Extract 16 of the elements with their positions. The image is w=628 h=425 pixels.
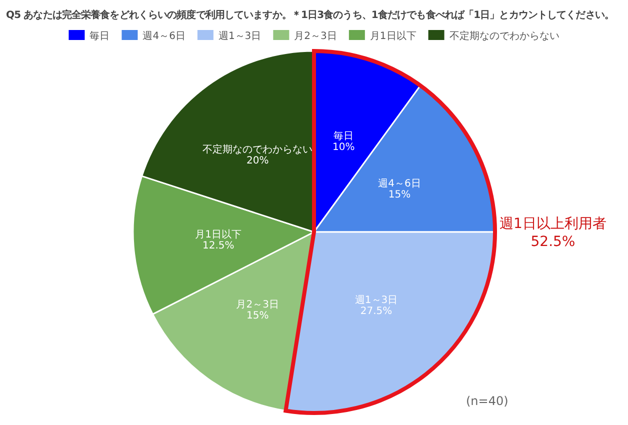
legend-label: 週4～6日 [142,31,186,42]
title: Q5 あなたは完全栄養食をどれくらいの頻度で利用していますか。＊1日3食のうち、1食だけでも食べれば「1日」とカウントしてください。 [6,10,614,21]
slice-label: 週4～6日 15% [378,178,421,200]
legend-label: 月1日以下 [370,31,416,42]
annotation: 52.5% [530,234,576,250]
slice-label: 月2～3日 15% [236,300,279,322]
slice-label: 不定期なのでわからない 20% [202,144,313,166]
slice-label: 週1～3日 27.5% [354,294,398,317]
annotation: (n=40) [466,394,508,408]
legend-label: 月2～3日 [294,31,337,42]
annotation: 週1日以上利用者 [500,216,606,232]
slice-label: 月1日以下 12.5% [195,230,242,252]
legend-label: 毎日 [90,31,110,42]
slice-label: 毎日 10% [332,130,355,153]
legend-label: 不定期なのでわからない [449,31,560,42]
legend-label: 週1～3日 [218,31,262,42]
